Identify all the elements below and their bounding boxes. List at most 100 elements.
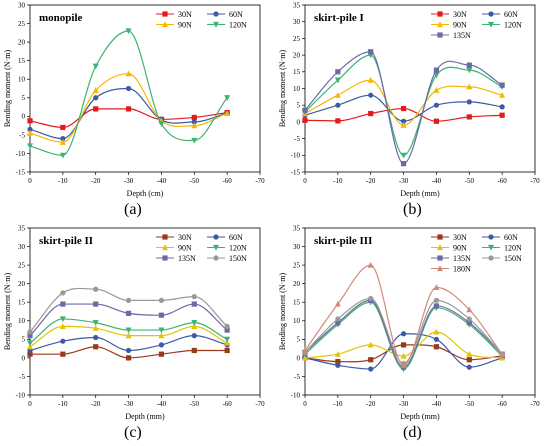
data-point-30n (93, 344, 99, 350)
legend-entry-90n: 90N (431, 244, 467, 253)
legend-marker (437, 32, 443, 38)
x-tick-label: -50 (465, 177, 475, 185)
legend-marker (488, 21, 494, 28)
data-point-120n (158, 327, 165, 334)
x-tick-label: -30 (399, 177, 409, 185)
data-point-90n (334, 350, 341, 357)
data-point-135n (27, 333, 33, 339)
legend-marker (437, 244, 443, 251)
legend-label: 60N (504, 10, 518, 19)
y-tick-label: 5 (22, 94, 26, 102)
legend-label: 60N (229, 10, 243, 19)
y-tick-label: -10 (16, 391, 26, 399)
data-point-135n (433, 303, 440, 309)
legend-entry-135n: 135N (431, 31, 471, 40)
data-point-60n (125, 85, 132, 92)
legend-entry-60n: 60N (207, 233, 243, 242)
data-point-120n (400, 152, 407, 159)
data-point-60n (499, 104, 505, 110)
data-point-135n (400, 161, 407, 167)
legend-label: 30N (178, 10, 192, 19)
data-point-135n (466, 62, 472, 68)
legend-marker (488, 244, 494, 251)
y-tick-label: 20 (18, 280, 26, 288)
legend-label: 135N (178, 254, 196, 263)
data-point-90n (125, 70, 132, 77)
y-tick-label: 5 (297, 336, 301, 344)
plot-frame (304, 4, 536, 173)
data-point-60n (433, 102, 440, 108)
plot-frame (29, 227, 261, 396)
data-point-30n (191, 347, 197, 354)
chart-title: skirt-pile III (314, 235, 372, 247)
data-point-90n (191, 122, 198, 129)
data-point-135n (158, 312, 165, 318)
x-tick-label: -50 (190, 177, 200, 185)
y-tick-label: 0 (297, 354, 301, 362)
y-tick-label: 15 (293, 68, 301, 76)
chart-panel-skirt-pile-3: 0 -10 -20 -30 -40 -50 -60 -70-10-50510152025303… (278, 224, 540, 421)
data-point-30n (466, 357, 472, 363)
legend-entry-120n: 120N (482, 21, 522, 30)
panel-letter-b: (b) (403, 201, 422, 218)
x-tick-label: 0 (28, 177, 32, 185)
data-point-90n (92, 87, 99, 93)
y-tick-label: -5 (294, 373, 300, 381)
y-tick-label: 30 (18, 243, 26, 251)
y-tick-label: 30 (18, 1, 26, 9)
x-tick-label: -10 (58, 177, 68, 185)
legend-label: 30N (453, 10, 467, 19)
data-point-60n (335, 362, 341, 368)
x-tick-label: 0 (303, 177, 307, 185)
data-point-90n (125, 332, 132, 339)
legend-marker (488, 11, 494, 17)
x-tick-label: -60 (222, 177, 232, 185)
x-axis-label: Depth (cm) (127, 189, 164, 198)
x-tick-label: -30 (124, 177, 134, 185)
data-point-150n (466, 316, 472, 322)
x-tick-label: -70 (530, 177, 540, 185)
chart-panel-skirt-pile-1: 0 -10 -20 -30 -40 -50 -60 -70-15-10-50510152025… (278, 1, 540, 198)
data-point-30n (93, 106, 99, 112)
legend-marker (213, 244, 219, 251)
data-point-180n (302, 347, 308, 354)
data-point-30n (335, 118, 341, 124)
series-30n (302, 105, 505, 124)
legend-entry-150n: 150N (207, 254, 247, 263)
data-point-135n (125, 310, 132, 316)
y-tick-label: 10 (293, 85, 301, 93)
data-point-30n (191, 114, 197, 121)
data-point-30n (60, 124, 66, 131)
data-point-150n (433, 297, 440, 303)
series-line-120n (29, 30, 228, 156)
x-tick-label: -40 (432, 177, 442, 185)
data-point-120n (27, 340, 33, 347)
data-point-120n (158, 121, 165, 127)
legend-entry-120n: 120N (207, 244, 247, 253)
chart-panel-monopile: 0 -10 -20 -30 -40 -50 -60 -70-15-10-50510152025… (3, 1, 265, 198)
series-line-60n (29, 87, 228, 140)
series-line-150n (29, 287, 228, 333)
y-tick-label: 25 (18, 20, 26, 28)
data-point-180n (466, 306, 473, 313)
data-point-135n (499, 82, 505, 88)
y-tick-label: 0 (22, 354, 26, 362)
data-point-135n (224, 327, 230, 333)
legend-marker (162, 244, 168, 251)
data-point-135n (335, 69, 341, 75)
series-90n (27, 323, 231, 350)
data-point-150n (158, 297, 165, 303)
y-tick-label: -5 (19, 373, 25, 381)
data-point-180n (433, 284, 440, 290)
y-tick-label: 10 (293, 317, 301, 325)
data-point-90n (466, 350, 473, 357)
x-tick-label: -50 (190, 400, 200, 408)
data-point-90n (191, 323, 198, 329)
series-120n (302, 52, 506, 159)
data-point-60n (400, 118, 407, 124)
data-point-30n (60, 351, 66, 357)
data-point-30n (302, 117, 308, 123)
data-point-90n (224, 339, 231, 346)
chart-title: skirt-pile II (39, 235, 93, 247)
y-tick-label: -15 (16, 168, 26, 176)
